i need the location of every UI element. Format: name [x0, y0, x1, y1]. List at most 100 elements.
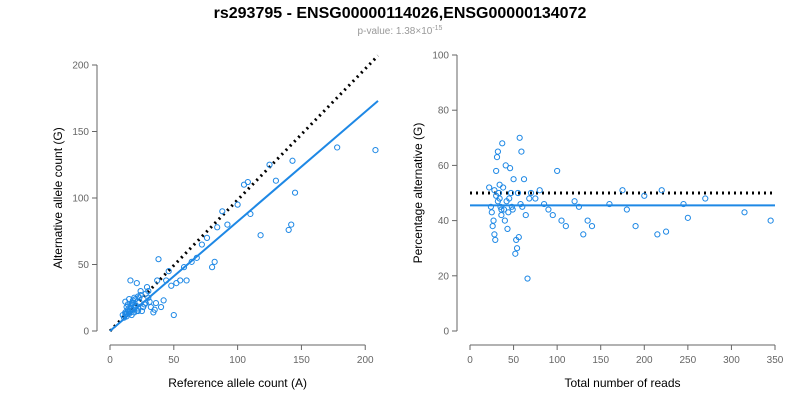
- data-point: [518, 148, 525, 155]
- data-point: [136, 294, 143, 301]
- data-point: [492, 236, 499, 244]
- x-tick-label: 0: [107, 355, 113, 366]
- data-point: [133, 280, 140, 287]
- data-point: [641, 192, 648, 199]
- data-point: [524, 275, 531, 282]
- y-tick-label: 0: [83, 327, 89, 338]
- data-point: [155, 256, 162, 263]
- data-point: [493, 154, 501, 161]
- x-tick-label: 0: [467, 355, 473, 366]
- data-point: [545, 206, 552, 213]
- data-point: [571, 198, 578, 205]
- data-point: [488, 209, 495, 216]
- data-point: [575, 203, 583, 210]
- data-point: [168, 282, 175, 289]
- data-point: [501, 217, 508, 224]
- data-point: [127, 277, 134, 284]
- data-point: [183, 277, 190, 284]
- data-point: [142, 299, 149, 307]
- data-point: [494, 198, 501, 205]
- data-point: [493, 167, 500, 175]
- data-point: [285, 226, 292, 234]
- data-point: [619, 187, 626, 194]
- p-value-text: p-value: 1.38×10: [358, 26, 433, 37]
- y-tick-label: 80: [438, 106, 450, 117]
- data-point: [584, 217, 591, 224]
- data-point: [272, 177, 280, 184]
- chart-title: rs293795 - ENSG00000114026,ENSG000001340…: [214, 5, 587, 22]
- data-point: [502, 162, 509, 169]
- data-point: [493, 192, 500, 199]
- x-tick-label: 50: [508, 355, 520, 366]
- data-point: [151, 306, 158, 313]
- x-tick-label: 300: [723, 355, 740, 366]
- data-point: [188, 258, 195, 265]
- data-point: [498, 206, 505, 213]
- data-point: [289, 157, 296, 164]
- y-tick-label: 60: [438, 161, 450, 172]
- x-axis-label: Total number of reads: [564, 376, 680, 390]
- x-tick-label: 200: [357, 355, 374, 366]
- y-tick-label: 100: [72, 194, 89, 205]
- data-point: [658, 187, 665, 194]
- data-point: [558, 217, 565, 224]
- data-point: [662, 228, 670, 235]
- y-tick-label: 100: [432, 51, 449, 62]
- data-point: [163, 277, 170, 284]
- y-tick-label: 0: [443, 327, 449, 338]
- y-axis-label: Percentage alternative (G): [411, 123, 425, 264]
- data-point: [152, 299, 160, 307]
- data-point: [741, 209, 748, 216]
- data-point: [247, 210, 254, 218]
- data-point: [219, 208, 226, 215]
- data-point: [562, 223, 569, 230]
- data-point: [554, 167, 561, 175]
- data-point: [514, 189, 522, 197]
- data-point: [510, 176, 517, 183]
- data-point: [132, 295, 139, 303]
- y-axis-label: Alternative allele count (G): [51, 127, 65, 268]
- data-point: [496, 181, 503, 188]
- data-point: [606, 200, 613, 208]
- x-tick-label: 250: [680, 355, 697, 366]
- data-point: [519, 203, 526, 210]
- data-point: [508, 203, 515, 210]
- data-point: [527, 189, 535, 197]
- data-point: [334, 144, 341, 151]
- x-tick-label: 150: [293, 355, 310, 366]
- fit-line: [109, 100, 379, 332]
- data-point: [160, 297, 167, 304]
- data-point: [157, 303, 165, 311]
- x-axis-label: Reference allele count (A): [168, 376, 307, 390]
- x-tick-label: 350: [767, 355, 784, 366]
- chart-subtitle: p-value: 1.38×10-15: [358, 25, 443, 37]
- data-point: [214, 224, 221, 231]
- data-point: [500, 206, 508, 213]
- data-point: [623, 206, 630, 213]
- x-tick-label: 100: [229, 355, 246, 366]
- data-point: [540, 200, 548, 208]
- data-point: [133, 307, 140, 315]
- data-point: [244, 178, 251, 186]
- data-point: [632, 223, 639, 230]
- data-point: [491, 231, 498, 238]
- data-point: [291, 189, 299, 196]
- x-tick-label: 150: [592, 355, 609, 366]
- data-point: [123, 310, 130, 317]
- data-point: [684, 214, 691, 221]
- data-point: [145, 288, 152, 295]
- p-value-exponent: -15: [432, 25, 442, 32]
- data-point: [515, 234, 522, 241]
- x-tick-label: 100: [549, 355, 566, 366]
- y-tick-label: 200: [72, 61, 89, 72]
- data-point: [372, 147, 379, 154]
- data-point: [266, 161, 273, 168]
- data-point: [509, 206, 516, 213]
- data-point: [489, 223, 496, 230]
- y-tick-label: 40: [438, 216, 450, 227]
- data-point: [498, 211, 505, 219]
- data-point: [504, 225, 511, 232]
- data-point: [177, 277, 184, 284]
- data-point: [522, 211, 529, 219]
